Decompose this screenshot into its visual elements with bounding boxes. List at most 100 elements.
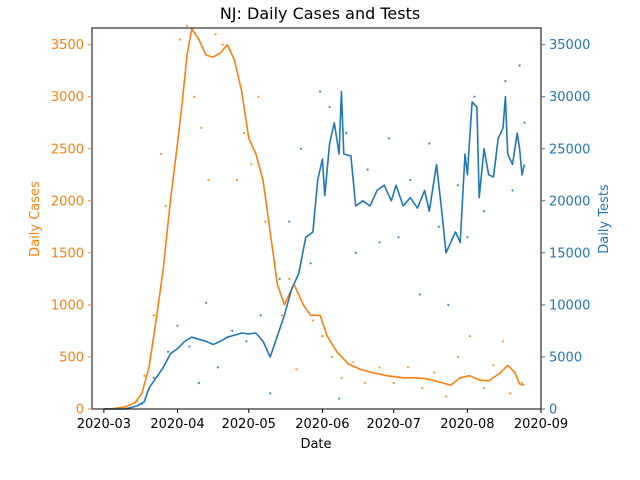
left-tick-label-7: 3500 <box>51 38 84 53</box>
plot-frame <box>91 27 542 410</box>
x-tick-label-1: 2020-04 <box>150 417 204 432</box>
series-3-point-19 <box>345 132 348 135</box>
left-axis-label: Daily Cases <box>28 181 43 257</box>
x-axis-label: Date <box>300 437 331 452</box>
series-3-point-32 <box>473 95 476 98</box>
series-3-point-22 <box>378 241 381 244</box>
series-3-point-25 <box>409 178 412 182</box>
series-2-point-15 <box>242 132 246 135</box>
left-tick-label-1: 500 <box>59 350 84 365</box>
series-3-point-4 <box>188 345 191 348</box>
series-2-point-35 <box>444 395 448 398</box>
chart-title: NJ: Daily Cases and Tests <box>220 4 420 23</box>
left-tick-label-6: 3000 <box>51 90 84 105</box>
series-0-line <box>103 28 525 410</box>
x-tick-label-3: 2020-06 <box>295 417 349 432</box>
series-3-point-26 <box>418 293 421 296</box>
right-axis-label: Daily Tests <box>597 184 612 254</box>
x-tick-label-5: 2020-08 <box>440 417 494 432</box>
right-tick-label-3: 15000 <box>549 246 590 261</box>
right-tick-label-0: 0 <box>549 403 557 418</box>
series-3-point-8 <box>231 329 234 332</box>
series-3-point-11 <box>269 392 272 395</box>
plot-area <box>103 24 526 410</box>
series-2-point-37 <box>468 335 471 338</box>
series-2-point-9 <box>200 126 203 129</box>
right-tick-label-1: 5000 <box>549 350 582 365</box>
series-3-point-15 <box>309 262 312 265</box>
series-3-point-12 <box>278 277 281 280</box>
series-3-point-6 <box>204 301 208 304</box>
series-3-point-24 <box>397 236 400 239</box>
left-tick-label-4: 2000 <box>51 194 84 209</box>
series-3-point-1 <box>152 376 155 379</box>
series-3-point-38 <box>523 121 526 124</box>
series-2-point-21 <box>288 277 291 280</box>
series-2-point-32 <box>406 366 410 369</box>
series-2-point-17 <box>257 95 260 98</box>
series-3-point-37 <box>518 64 521 67</box>
series-3-point-36 <box>511 189 514 192</box>
series-2-point-38 <box>482 387 486 390</box>
series-3-point-33 <box>482 210 486 213</box>
series-3-point-13 <box>288 220 291 223</box>
series-3-point-5 <box>197 381 200 385</box>
series-3-point-18 <box>338 397 341 400</box>
x-tick-label-6: 2020-09 <box>514 417 568 432</box>
series-3-point-30 <box>456 184 459 187</box>
series-3-point-28 <box>437 225 440 228</box>
left-tick-label-5: 2500 <box>51 142 84 157</box>
series-3-point-3 <box>176 324 179 327</box>
series-2-point-18 <box>264 220 267 223</box>
series-2-point-20 <box>281 314 284 317</box>
right-tick-label-7: 35000 <box>549 38 590 53</box>
right-tick-label-5: 25000 <box>549 142 590 157</box>
series-2-point-30 <box>378 366 381 369</box>
series-3-point-17 <box>328 106 331 109</box>
right-tick-label-6: 30000 <box>549 90 590 105</box>
right-tick-label-2: 10000 <box>549 298 590 313</box>
series-2-point-14 <box>235 178 238 182</box>
series-3-point-10 <box>259 314 262 317</box>
series-2-point-24 <box>311 319 314 322</box>
series-2-point-6 <box>178 38 181 41</box>
series-2-point-11 <box>214 33 217 36</box>
series-2-point-41 <box>509 392 512 395</box>
series-2-point-27 <box>340 376 343 379</box>
series-3-point-14 <box>300 147 303 150</box>
series-3-point-21 <box>366 168 369 171</box>
series-2-point-40 <box>501 340 505 343</box>
series-2-point-34 <box>433 371 436 374</box>
series-3-point-27 <box>428 142 431 145</box>
series-2-point-39 <box>492 364 495 367</box>
series-2-point-1 <box>143 374 146 377</box>
series-2-point-7 <box>185 24 189 27</box>
left-tick-label-3: 1500 <box>51 246 84 261</box>
series-2-point-26 <box>330 355 333 359</box>
series-1-line <box>103 90 526 410</box>
series-3-point-35 <box>504 80 507 83</box>
series-2-point-8 <box>193 95 196 98</box>
series-2-point-22 <box>295 368 298 371</box>
series-2-point-12 <box>221 43 224 46</box>
series-2-point-10 <box>207 178 210 182</box>
series-2-point-2 <box>152 314 155 317</box>
left-tick-label-0: 0 <box>76 403 84 418</box>
x-tick-label-4: 2020-07 <box>367 417 421 432</box>
series-3-point-23 <box>387 137 391 140</box>
series-2-point-36 <box>456 355 459 359</box>
series-2-point-42 <box>520 381 524 385</box>
series-3-point-20 <box>354 251 357 254</box>
series-2-point-29 <box>364 381 367 385</box>
x-tick-label-0: 2020-03 <box>77 417 131 432</box>
series-2-point-16 <box>250 163 253 166</box>
series-2-point-25 <box>321 335 324 338</box>
series-2-point-33 <box>421 387 424 390</box>
series-3-point-29 <box>447 303 450 306</box>
series-2-point-31 <box>392 381 395 385</box>
series-2-point-28 <box>352 361 355 364</box>
series-3-point-9 <box>245 340 248 343</box>
left-tick-label-2: 1000 <box>51 298 84 313</box>
